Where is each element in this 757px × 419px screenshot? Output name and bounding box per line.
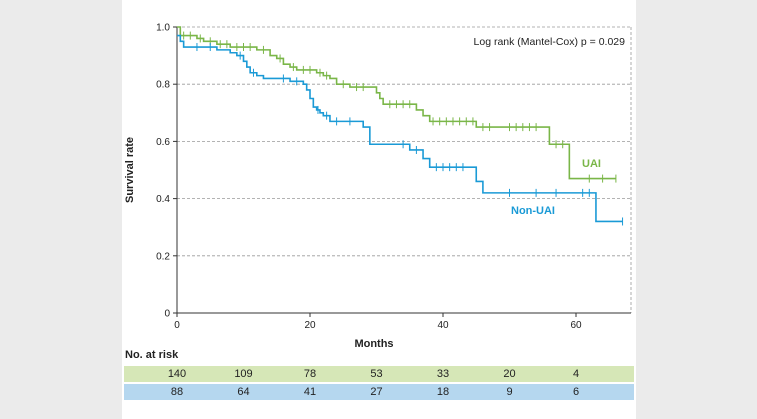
x-tick-label: 0	[174, 320, 180, 331]
risk-cell: 6	[572, 386, 580, 398]
risk-row-uai: 140 109 78 53 33 20 4	[124, 366, 634, 382]
y-tick-label: 1.0	[156, 23, 170, 34]
risk-cell: 27	[370, 386, 383, 398]
x-tick-label: 40	[437, 320, 449, 331]
y-tick-label: 0.4	[156, 194, 170, 205]
risk-cell: 88	[170, 386, 184, 398]
risk-cell: 33	[436, 368, 450, 380]
risk-cell: 4	[572, 368, 580, 380]
y-axis-title: Survival rate	[124, 137, 136, 203]
risk-cell: 20	[503, 368, 516, 380]
logrank-annotation: Log rank (Mantel-Cox) p = 0.029	[474, 36, 626, 48]
series-label-uai: UAI	[582, 158, 601, 170]
y-tick-label: 0.6	[156, 137, 170, 148]
survival-chart: 0 0.2 0.4 0.6 0.8 1.0 0 20 40 60 Months Survival ra…	[124, 23, 632, 350]
y-tick-label: 0.2	[156, 251, 170, 262]
y-tick-label: 0	[164, 309, 170, 320]
risk-cell: 109	[234, 368, 253, 380]
risk-table-title: No. at risk	[125, 349, 179, 361]
risk-row-non-uai: 88 64 41 27 18 9 6	[124, 384, 634, 400]
risk-cell: 9	[506, 386, 513, 398]
risk-cell: 18	[436, 386, 450, 398]
figure-panel: 0 0.2 0.4 0.6 0.8 1.0 0 20 40 60 Months Survival ra…	[122, 0, 636, 419]
series-label-non-uai: Non-UAI	[511, 205, 555, 217]
x-axis-title: Months	[354, 338, 393, 350]
risk-cell: 140	[167, 368, 187, 380]
series-line-non-uai	[177, 34, 623, 223]
risk-cell: 78	[303, 368, 317, 380]
series-line-uai	[177, 26, 616, 180]
y-tick-label: 0.8	[156, 80, 170, 91]
risk-cell: 41	[303, 386, 317, 398]
risk-cell: 64	[237, 386, 250, 398]
x-tick-label: 20	[304, 320, 316, 331]
risk-cell: 53	[370, 368, 383, 380]
x-tick-label: 60	[570, 320, 582, 331]
